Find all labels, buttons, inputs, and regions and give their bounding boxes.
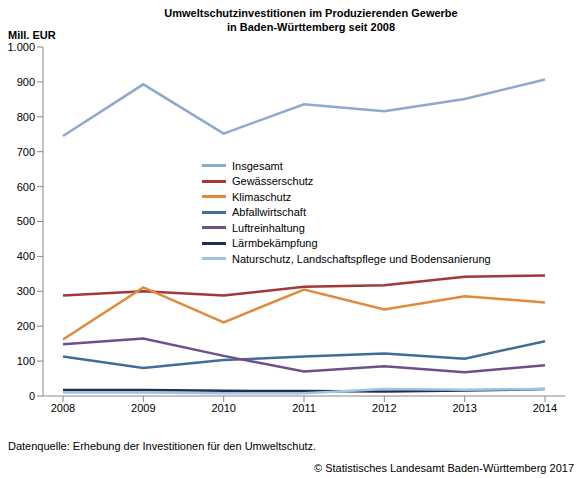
svg-text:0: 0 <box>29 390 35 402</box>
svg-text:2008: 2008 <box>51 402 75 414</box>
html-text:Mill. EUR: Mill. EUR <box>8 29 56 41</box>
svg-text:300: 300 <box>17 285 35 297</box>
html-text:Umweltschutzinvestitionen im P: Umweltschutzinvestitionen im Produzieren… <box>164 7 458 19</box>
svg-text:2013: 2013 <box>452 402 476 414</box>
html-text:Lärmbekämpfung: Lärmbekämpfung <box>232 237 318 250</box>
svg-text:2012: 2012 <box>372 402 396 414</box>
svg-text:1.000: 1.000 <box>8 41 35 53</box>
html-text:Naturschutz, Landschaftspflege: Naturschutz, Landschaftspflege und Boden… <box>232 252 491 265</box>
svg-text:2014: 2014 <box>533 402 557 414</box>
svg-text:2009: 2009 <box>131 402 155 414</box>
svg-text:100: 100 <box>17 355 35 367</box>
html-text:Insgesamt: Insgesamt <box>232 159 283 172</box>
html-text:© Statistisches Landesamt Bade: © Statistisches Landesamt Baden-Württemb… <box>314 462 574 474</box>
html-text:Datenquelle: Erhebung der Inve: Datenquelle: Erhebung der Investitionen … <box>8 440 317 452</box>
svg-text:500: 500 <box>17 215 35 227</box>
svg-text:600: 600 <box>17 181 35 193</box>
html-text:in Baden-Württemberg seit 2008: in Baden-Württemberg seit 2008 <box>227 21 395 33</box>
svg-text:2011: 2011 <box>292 402 316 414</box>
svg-text:900: 900 <box>17 76 35 88</box>
html-text:Abfallwirtschaft: Abfallwirtschaft <box>232 206 306 219</box>
html-text:Gewässerschutz: Gewässerschutz <box>232 175 314 188</box>
svg-text:700: 700 <box>17 146 35 158</box>
html-text:Luftreinhaltung: Luftreinhaltung <box>232 221 305 234</box>
svg-text:400: 400 <box>17 250 35 262</box>
html-text:Klimaschutz: Klimaschutz <box>232 190 292 203</box>
svg-text:800: 800 <box>17 111 35 123</box>
svg-text:200: 200 <box>17 320 35 332</box>
svg-text:2010: 2010 <box>211 402 235 414</box>
